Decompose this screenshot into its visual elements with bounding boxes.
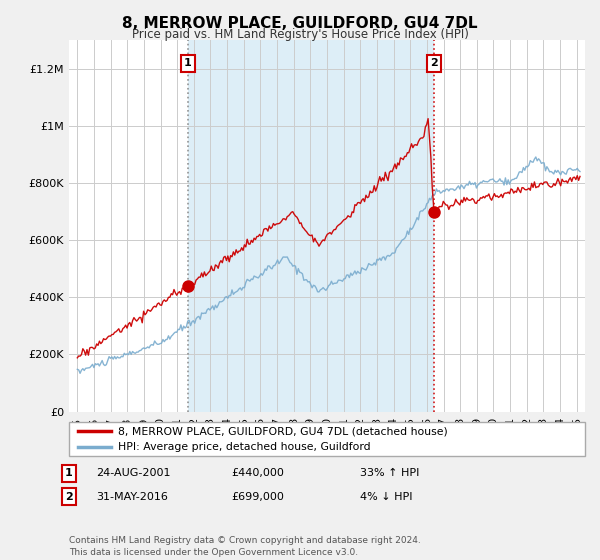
Text: 1: 1 [184,58,192,68]
Text: 33% ↑ HPI: 33% ↑ HPI [360,468,419,478]
Bar [188,40,434,412]
Text: £440,000: £440,000 [231,468,284,478]
Text: £699,000: £699,000 [231,492,284,502]
Text: 2: 2 [65,492,73,502]
Text: 8, MERROW PLACE, GUILDFORD, GU4 7DL (detached house): 8, MERROW PLACE, GUILDFORD, GU4 7DL (det… [118,426,448,436]
Text: 8, MERROW PLACE, GUILDFORD, GU4 7DL: 8, MERROW PLACE, GUILDFORD, GU4 7DL [122,16,478,31]
Text: 24-AUG-2001: 24-AUG-2001 [96,468,170,478]
Text: Contains HM Land Registry data © Crown copyright and database right 2024.
This d: Contains HM Land Registry data © Crown c… [69,536,421,557]
Text: HPI: Average price, detached house, Guildford: HPI: Average price, detached house, Guil… [118,442,371,452]
Text: 1: 1 [65,468,73,478]
Text: 4% ↓ HPI: 4% ↓ HPI [360,492,413,502]
Text: Price paid vs. HM Land Registry's House Price Index (HPI): Price paid vs. HM Land Registry's House … [131,28,469,41]
Text: 31-MAY-2016: 31-MAY-2016 [96,492,168,502]
Text: 2: 2 [430,58,438,68]
